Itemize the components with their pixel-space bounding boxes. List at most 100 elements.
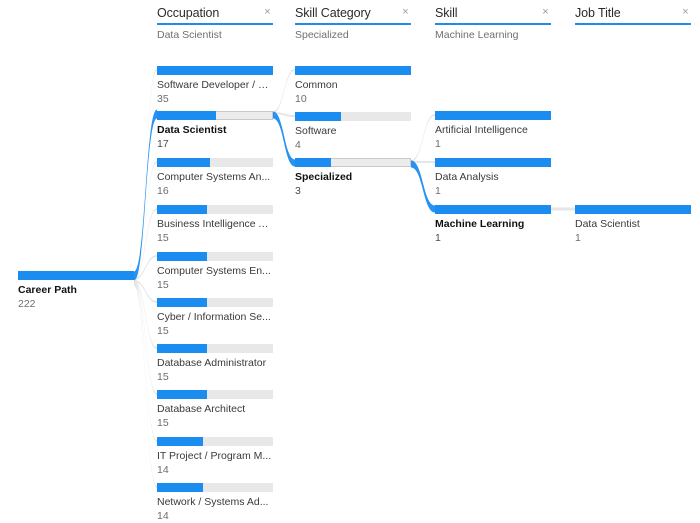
node-occupation-3-bar-track: [157, 205, 273, 214]
node-skill-1-label: Data Analysis: [435, 171, 499, 183]
node-occupation-0-bar-fill: [157, 66, 273, 75]
link-skill.2-to-job_title.0[interactable]: [551, 207, 575, 211]
node-occupation-2-bar-track: [157, 158, 273, 167]
node-occupation-4-bar-fill: [157, 252, 207, 261]
node-skill_category-1-bar-track: [295, 112, 411, 121]
column-header-job_title: Job Title ×: [575, 6, 691, 29]
node-job_title-0-bar-track: [575, 205, 691, 214]
column-title-occupation: Occupation: [157, 6, 220, 20]
link-root-to-occupation.5[interactable]: [134, 280, 157, 303]
node-occupation-3[interactable]: Business Intelligence A... 15: [157, 205, 273, 245]
link-skill_category.2-to-skill.0[interactable]: [411, 114, 435, 162]
node-skill_category-0-bar-track: [295, 66, 411, 75]
close-icon[interactable]: ×: [542, 6, 549, 18]
link-root-to-occupation.0[interactable]: [134, 69, 157, 277]
column-header-occupation: Occupation × Data Scientist: [157, 6, 273, 42]
node-occupation-1-bar-fill: [157, 111, 216, 120]
node-skill-2-bar-fill: [435, 205, 551, 214]
node-skill-2-value: 1: [435, 232, 441, 244]
node-career-path[interactable]: Career Path 222: [18, 271, 134, 311]
column-subtitle-skill_category: Specialized: [295, 29, 349, 41]
node-occupation-5[interactable]: Cyber / Information Se... 15: [157, 298, 273, 338]
node-job_title-0[interactable]: Data Scientist 1: [575, 205, 691, 245]
node-skill-0-bar-fill: [435, 111, 551, 120]
link-root-to-occupation.1[interactable]: [134, 109, 157, 281]
column-header-skill: Skill × Machine Learning: [435, 6, 551, 42]
close-icon[interactable]: ×: [264, 6, 271, 18]
node-occupation-9-bar-fill: [157, 483, 204, 492]
link-root-to-occupation.4[interactable]: [134, 255, 157, 280]
node-occupation-7-bar-track: [157, 390, 273, 399]
node-occupation-0-label: Software Developer / E...: [157, 79, 273, 91]
link-occupation.1-to-skill_category.1[interactable]: [273, 112, 295, 117]
node-skill_category-0-label: Common: [295, 79, 338, 91]
node-occupation-7-value: 15: [157, 417, 169, 429]
node-occupation-7-bar-fill: [157, 390, 207, 399]
link-skill_category.2-to-skill.1[interactable]: [411, 161, 435, 163]
node-job_title-0-value: 1: [575, 232, 581, 244]
node-occupation-7-label: Database Architect: [157, 403, 246, 415]
node-skill_category-2-value: 3: [295, 185, 301, 197]
close-icon[interactable]: ×: [682, 6, 689, 18]
node-occupation-2[interactable]: Computer Systems An... 16: [157, 158, 273, 198]
node-skill_category-0[interactable]: Common 10: [295, 66, 411, 106]
node-skill-1-bar-track: [435, 158, 551, 167]
node-occupation-6-label: Database Administrator: [157, 357, 267, 369]
node-skill_category-1-value: 4: [295, 139, 301, 151]
node-occupation-4-bar-track: [157, 252, 273, 261]
node-occupation-5-label: Cyber / Information Se...: [157, 311, 271, 323]
node-skill-2[interactable]: Machine Learning 1: [435, 205, 551, 245]
node-occupation-0-value: 35: [157, 93, 169, 105]
link-root-to-occupation.2[interactable]: [134, 161, 157, 278]
node-occupation-8[interactable]: IT Project / Program M... 14: [157, 437, 273, 477]
node-occupation-1-label: Data Scientist: [157, 124, 227, 136]
node-skill-1-bar-fill: [435, 158, 551, 167]
link-root-to-occupation.9[interactable]: [134, 284, 157, 488]
link-root-to-occupation.7[interactable]: [134, 282, 157, 395]
node-occupation-6-bar-track: [157, 344, 273, 353]
node-occupation-2-label: Computer Systems An...: [157, 171, 271, 183]
node-skill_category-1-bar-fill: [295, 112, 342, 121]
node-skill_category-2-label: Specialized: [295, 171, 353, 183]
column-subtitle-skill: Machine Learning: [435, 29, 519, 41]
node-career-path-bar-track: [18, 271, 134, 280]
node-skill-2-label: Machine Learning: [435, 218, 525, 230]
node-skill_category-2[interactable]: Specialized 3: [295, 158, 411, 198]
node-skill-2-bar-track: [435, 205, 551, 214]
node-occupation-5-value: 15: [157, 325, 169, 337]
column-title-skill_category: Skill Category: [295, 6, 371, 20]
node-occupation-3-bar-fill: [157, 205, 207, 214]
column-header-row-skill_category: Skill Category ×: [295, 6, 411, 25]
node-skill-0-bar-track: [435, 111, 551, 120]
node-occupation-3-label: Business Intelligence A...: [157, 218, 273, 230]
node-occupation-6[interactable]: Database Administrator 15: [157, 344, 273, 384]
column-header-row-skill: Skill ×: [435, 6, 551, 25]
link-skill_category.2-to-skill.2[interactable]: [411, 160, 435, 213]
node-occupation-8-value: 14: [157, 464, 169, 476]
node-occupation-6-value: 15: [157, 371, 169, 383]
node-occupation-9-label: Network / Systems Ad...: [157, 496, 269, 508]
column-header-skill_category: Skill Category × Specialized: [295, 6, 411, 42]
node-occupation-1-value: 17: [157, 138, 169, 150]
node-occupation-8-bar-fill: [157, 437, 204, 446]
link-root-to-occupation.3[interactable]: [134, 208, 157, 279]
link-root-to-occupation.8[interactable]: [134, 283, 157, 442]
node-skill-1[interactable]: Data Analysis 1: [435, 158, 551, 198]
node-occupation-9[interactable]: Network / Systems Ad... 14: [157, 483, 273, 523]
node-occupation-4[interactable]: Computer Systems En... 15: [157, 252, 273, 292]
node-skill-0[interactable]: Artificial Intelligence 1: [435, 111, 551, 151]
link-root-to-occupation.6[interactable]: [134, 281, 157, 349]
node-skill_category-1[interactable]: Software 4: [295, 112, 411, 152]
node-occupation-9-bar-track: [157, 483, 273, 492]
node-job_title-0-bar-fill: [575, 205, 691, 214]
link-occupation.1-to-skill_category.0[interactable]: [273, 69, 295, 113]
node-occupation-1[interactable]: Data Scientist 17: [157, 111, 273, 151]
node-skill_category-0-value: 10: [295, 93, 307, 105]
close-icon[interactable]: ×: [402, 6, 409, 18]
node-occupation-0[interactable]: Software Developer / E... 35: [157, 66, 273, 106]
node-skill_category-2-bar-track: [295, 158, 411, 167]
node-occupation-0-bar-track: [157, 66, 273, 75]
node-occupation-7[interactable]: Database Architect 15: [157, 390, 273, 430]
link-occupation.1-to-skill_category.2[interactable]: [273, 111, 295, 167]
